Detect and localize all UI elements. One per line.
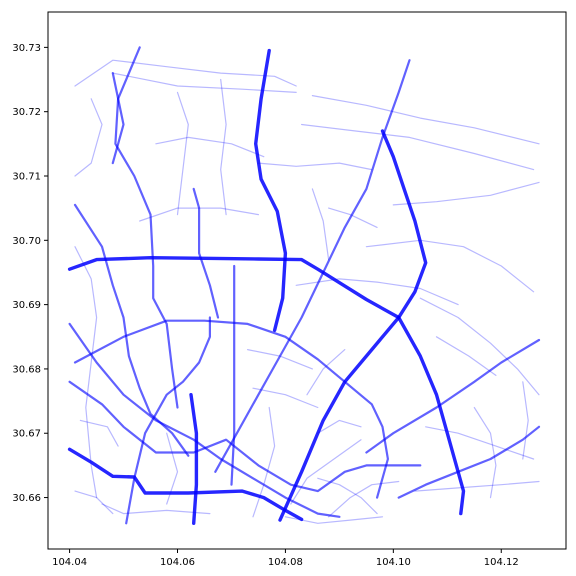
minor-road-17 <box>435 336 497 376</box>
main-road-1 <box>114 46 179 409</box>
y-tick-label-2: 30.68 <box>12 364 41 375</box>
heavy-road-5 <box>189 393 199 525</box>
minor-road-4 <box>392 181 540 206</box>
x-tick-label-1: 104.06 <box>160 557 195 568</box>
y-tick-label-1: 30.67 <box>12 429 41 440</box>
minor-road-8 <box>74 246 98 499</box>
minor-road-34 <box>79 419 119 447</box>
minor-road-30 <box>328 480 400 518</box>
minor-road-0 <box>74 59 297 87</box>
minor-road-22 <box>317 419 362 434</box>
x-tick-label-0: 104.04 <box>52 557 87 568</box>
minor-road-24 <box>252 387 319 409</box>
minor-road-14 <box>328 207 378 228</box>
main-road-11 <box>111 72 125 165</box>
minor-road-31 <box>317 477 378 515</box>
y-tick-label-4: 30.70 <box>12 236 41 247</box>
main-roads <box>68 46 541 525</box>
y-tick-label-6: 30.72 <box>12 107 41 118</box>
y-tick-label-3: 30.69 <box>12 300 41 311</box>
y-tick-label-0: 30.66 <box>12 493 41 504</box>
minor-road-19 <box>473 406 497 499</box>
minor-road-12 <box>220 78 227 216</box>
main-road-6 <box>230 264 236 486</box>
minor-road-10 <box>155 136 265 158</box>
plot-frame <box>47 11 567 550</box>
minor-road-6 <box>365 239 535 293</box>
minor-road-23 <box>306 349 346 396</box>
heavy-road-4 <box>67 447 304 522</box>
minor-road-20 <box>522 381 529 460</box>
y-axis: 30.66 30.67 30.68 30.69 30.70 30.71 30.72 30.73 <box>12 43 48 504</box>
main-road-8 <box>365 338 541 454</box>
main-road-2 <box>68 322 341 518</box>
minor-road-15 <box>295 278 459 306</box>
x-tick-label-2: 104.08 <box>268 557 303 568</box>
main-road-7 <box>125 316 211 525</box>
minor-road-21 <box>414 480 540 492</box>
main-road-9 <box>397 425 541 499</box>
minor-roads <box>74 59 540 524</box>
heavy-road-1 <box>397 315 466 516</box>
minor-road-7 <box>74 98 103 177</box>
heavy-road-3 <box>278 129 428 522</box>
y-tick-label-7: 30.73 <box>12 43 41 54</box>
minor-road-5 <box>257 162 373 171</box>
minor-road-26 <box>101 503 211 515</box>
minor-road-16 <box>419 297 540 396</box>
heavy-road-2 <box>254 48 288 332</box>
main-road-10 <box>192 187 220 319</box>
minor-road-29 <box>290 439 362 505</box>
x-tick-label-4: 104.12 <box>484 557 519 568</box>
heavy-road-0 <box>67 256 401 320</box>
heavy-roads <box>67 48 466 525</box>
main-road-4 <box>68 380 422 493</box>
x-tick-label-3: 104.10 <box>376 557 411 568</box>
minor-road-2 <box>311 95 540 145</box>
main-road-3 <box>73 319 389 499</box>
x-axis: 104.04 104.06 104.08 104.10 104.12 <box>52 549 519 568</box>
y-tick-label-5: 30.71 <box>12 171 41 182</box>
minor-road-1 <box>112 72 297 93</box>
minor-road-33 <box>74 490 114 515</box>
minor-road-28 <box>252 406 276 518</box>
minor-road-3 <box>301 123 535 171</box>
minor-road-11 <box>176 91 189 216</box>
minor-road-13 <box>311 188 330 261</box>
minor-road-18 <box>425 426 535 460</box>
